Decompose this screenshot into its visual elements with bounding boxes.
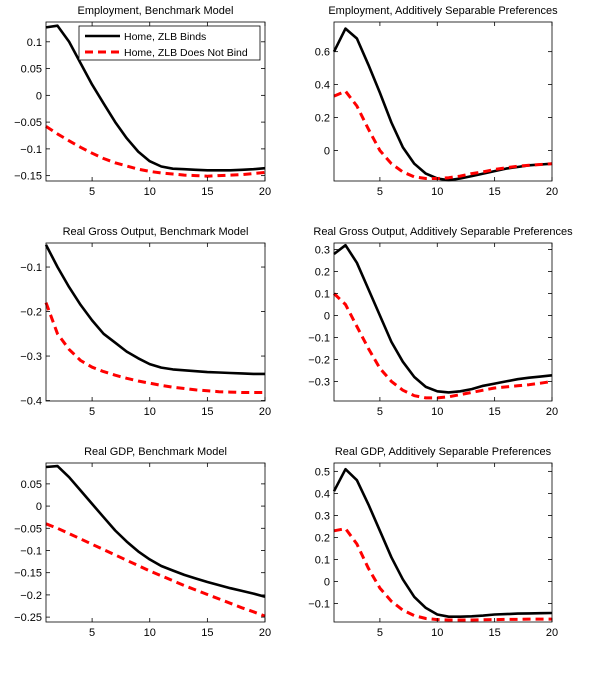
plot-area xyxy=(334,22,552,181)
subplot-title: Real Gross Output, Additively Separable … xyxy=(313,226,573,238)
x-tick-label: 20 xyxy=(546,627,558,639)
y-tick-label: 0.05 xyxy=(21,64,42,76)
x-tick-label: 20 xyxy=(546,406,558,418)
y-tick-label: 0.3 xyxy=(315,245,330,257)
subplot-4: Real Gross Output, Additively Separable … xyxy=(308,226,573,418)
x-tick-label: 20 xyxy=(259,627,271,639)
subplot-6: Real GDP, Additively Separable Preferenc… xyxy=(308,446,558,639)
axes-box xyxy=(45,21,266,182)
x-tick-label: 5 xyxy=(377,406,383,418)
axes-box xyxy=(45,242,266,402)
subplot-title: Employment, Additively Separable Prefere… xyxy=(328,5,558,17)
plot-area xyxy=(46,243,265,401)
subplot-3: Real Gross Output, Benchmark Model 5 10 15 2… xyxy=(20,226,271,418)
x-tick-label: 5 xyxy=(89,627,95,639)
y-tick-label: 0 xyxy=(36,501,42,513)
y-tick-label: 0 xyxy=(36,90,42,102)
y-tick-label: 0.4 xyxy=(315,80,330,92)
y-tick-label: −0.2 xyxy=(308,354,330,366)
legend-box xyxy=(78,25,261,61)
x-tick-label: 15 xyxy=(201,186,213,198)
series-line-zlb-binds xyxy=(332,467,553,619)
x-tick-label: 20 xyxy=(259,186,271,198)
y-tick-label: −0.1 xyxy=(20,144,42,156)
y-tick-label: −0.3 xyxy=(20,351,42,363)
x-tick-label: 5 xyxy=(89,406,95,418)
y-tick-label: −0.1 xyxy=(20,545,42,557)
plot-area xyxy=(334,463,552,622)
series-line-zlb-does-not-bind xyxy=(333,89,553,180)
y-tick-label: 0.5 xyxy=(315,466,330,478)
x-tick-label: 15 xyxy=(201,627,213,639)
y-tick-label: 0.4 xyxy=(315,488,330,500)
axes-box xyxy=(333,462,553,623)
y-tick-label: −0.15 xyxy=(14,171,42,183)
plot-area xyxy=(334,243,552,401)
y-tick-label: 0.1 xyxy=(27,37,42,49)
legend: Home, ZLB Binds Home, ZLB Does Not Bind xyxy=(78,25,261,61)
x-tick-label: 15 xyxy=(201,406,213,418)
subplot-title: Employment, Benchmark Model xyxy=(78,5,234,17)
x-tick-label: 10 xyxy=(431,627,443,639)
x-tick-label: 15 xyxy=(489,186,501,198)
subplot-title: Real GDP, Benchmark Model xyxy=(84,446,227,458)
series-line-zlb-binds xyxy=(45,24,266,172)
y-tick-label: 0.6 xyxy=(315,47,330,59)
axes-box xyxy=(333,21,553,182)
x-tick-label: 10 xyxy=(431,186,443,198)
series-line-zlb-does-not-bind xyxy=(332,292,553,400)
x-tick-label: 10 xyxy=(144,186,156,198)
x-tick-label: 15 xyxy=(489,406,501,418)
y-tick-label: −0.05 xyxy=(14,117,42,129)
axes-box xyxy=(45,462,266,623)
y-tick-label: −0.2 xyxy=(20,307,42,319)
y-tick-label: 0.3 xyxy=(315,510,330,522)
series-line-zlb-does-not-bind xyxy=(333,527,552,622)
y-tick-label: 0 xyxy=(324,146,330,158)
series-line-zlb-binds xyxy=(45,464,266,598)
y-tick-label: 0.1 xyxy=(315,554,330,566)
legend-label: Home, ZLB Does Not Bind xyxy=(124,47,248,59)
y-tick-label: 0 xyxy=(324,576,330,588)
y-tick-label: −0.1 xyxy=(308,332,330,344)
x-tick-label: 10 xyxy=(144,406,156,418)
subplot-title: Real GDP, Additively Separable Preferenc… xyxy=(335,446,552,458)
series-line-zlb-does-not-bind xyxy=(45,522,266,618)
y-tick-label: 0 xyxy=(324,311,330,323)
subplot-5: Real GDP, Benchmark Model 5 10 15 20 −0.25 −0.… xyxy=(14,446,271,639)
y-tick-label: 0.1 xyxy=(315,289,330,301)
axes-box xyxy=(333,242,553,402)
y-tick-label: −0.2 xyxy=(20,590,42,602)
x-tick-label: 10 xyxy=(431,406,443,418)
y-tick-label: −0.15 xyxy=(14,568,42,580)
series-line-zlb-does-not-bind xyxy=(44,302,265,394)
series-line-zlb-does-not-bind xyxy=(45,125,266,178)
x-tick-label: 15 xyxy=(489,627,501,639)
x-tick-label: 20 xyxy=(546,186,558,198)
y-tick-label: 0.2 xyxy=(315,532,330,544)
x-tick-label: 10 xyxy=(144,627,156,639)
x-tick-label: 5 xyxy=(377,186,383,198)
series-line-zlb-binds xyxy=(333,243,553,394)
y-tick-label: −0.1 xyxy=(308,599,330,611)
y-tick-label: −0.4 xyxy=(20,396,42,408)
legend-label: Home, ZLB Binds xyxy=(124,31,206,43)
y-tick-label: 0.05 xyxy=(21,479,42,491)
plot-area xyxy=(46,463,265,622)
x-tick-label: 20 xyxy=(259,406,271,418)
y-tick-label: −0.1 xyxy=(20,262,42,274)
x-tick-label: 5 xyxy=(89,186,95,198)
series-line-zlb-binds xyxy=(44,244,265,376)
subplot-2: Employment, Additively Separable Prefere… xyxy=(315,5,558,198)
x-tick-label: 5 xyxy=(377,627,383,639)
y-tick-label: 0.2 xyxy=(315,113,330,125)
y-tick-label: 0.2 xyxy=(315,267,330,279)
y-tick-label: −0.3 xyxy=(308,376,330,388)
subplot-title: Real Gross Output, Benchmark Model xyxy=(63,226,249,238)
y-tick-label: −0.05 xyxy=(14,523,42,535)
y-tick-label: −0.25 xyxy=(14,612,42,624)
